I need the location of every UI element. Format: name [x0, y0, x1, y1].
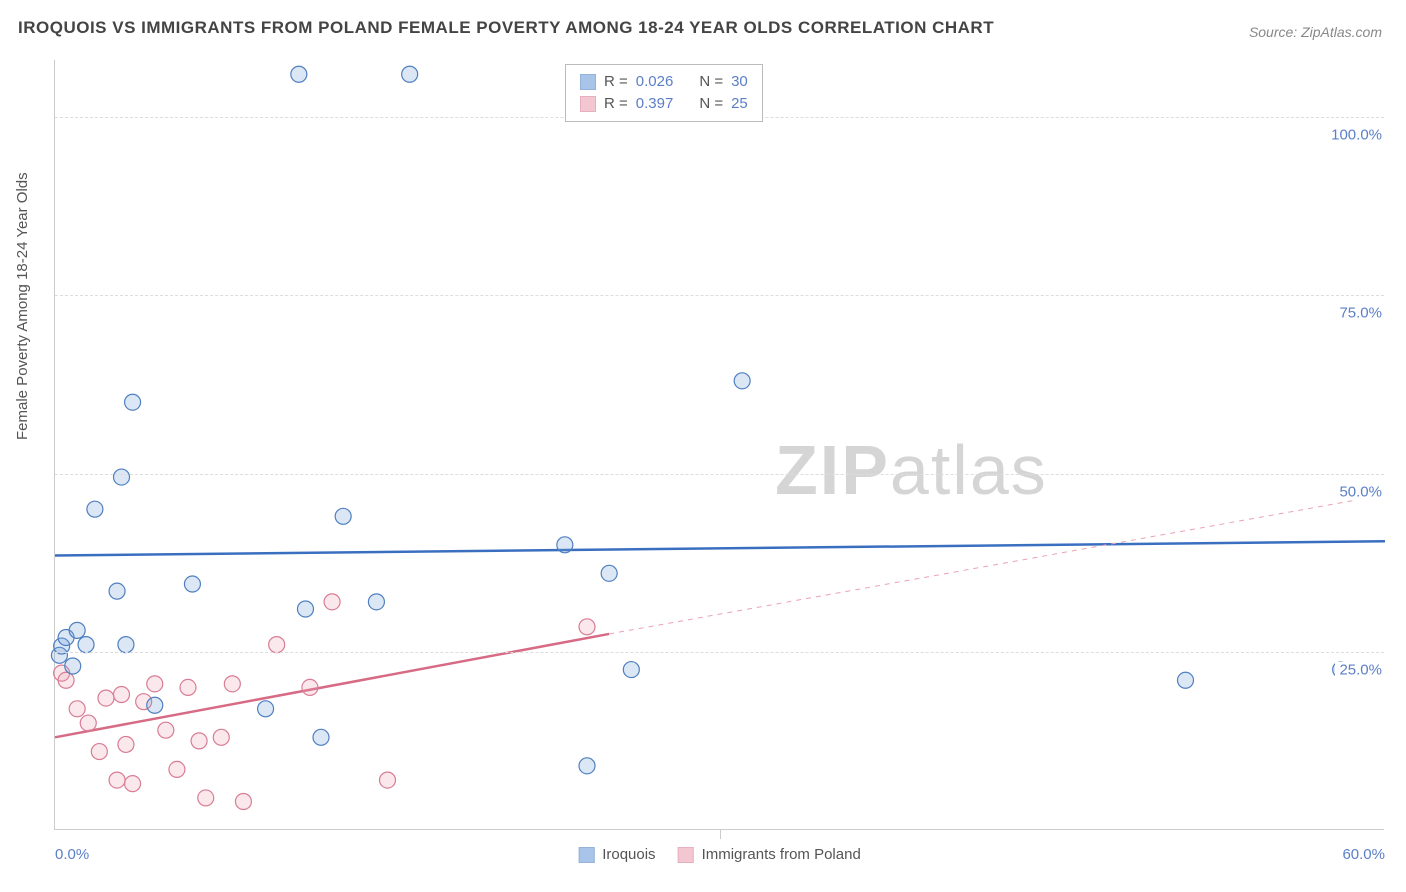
y-tick-label: 50.0%	[1335, 483, 1386, 500]
legend-row-poland: R = 0.397 N = 25	[580, 93, 748, 115]
data-point	[125, 776, 141, 792]
legend-item-poland: Immigrants from Poland	[678, 846, 861, 863]
data-point	[87, 501, 103, 517]
data-point	[313, 729, 329, 745]
data-point	[213, 729, 229, 745]
chart-title: IROQUOIS VS IMMIGRANTS FROM POLAND FEMAL…	[18, 18, 994, 38]
legend-swatch-iroquois	[580, 74, 596, 90]
data-point	[91, 744, 107, 760]
data-point	[169, 761, 185, 777]
data-point	[368, 594, 384, 610]
data-point	[601, 565, 617, 581]
data-point	[158, 722, 174, 738]
data-point	[58, 672, 74, 688]
legend-swatch-poland	[580, 96, 596, 112]
data-point	[184, 576, 200, 592]
data-point	[191, 733, 207, 749]
r-label: R =	[604, 93, 628, 115]
y-axis-label: Female Poverty Among 18-24 Year Olds	[14, 172, 31, 440]
data-point	[114, 469, 130, 485]
legend-label-iroquois: Iroquois	[602, 846, 655, 863]
data-point	[1178, 672, 1194, 688]
regression-line	[55, 634, 609, 737]
legend-swatch-poland-2	[678, 847, 694, 863]
n-label: N =	[699, 71, 723, 93]
data-point	[224, 676, 240, 692]
data-point	[623, 662, 639, 678]
x-tick	[720, 829, 721, 839]
series-legend: Iroquois Immigrants from Poland	[578, 846, 861, 863]
data-point	[291, 66, 307, 82]
data-point	[235, 793, 251, 809]
data-point	[258, 701, 274, 717]
gridline	[55, 295, 1384, 296]
data-point	[180, 679, 196, 695]
data-point	[69, 622, 85, 638]
legend-row-iroquois: R = 0.026 N = 30	[580, 71, 748, 93]
data-point	[269, 637, 285, 653]
source-label: Source: ZipAtlas.com	[1249, 24, 1382, 40]
data-point	[198, 790, 214, 806]
data-point	[109, 772, 125, 788]
y-tick-label: 25.0%	[1335, 661, 1386, 678]
chart-plot-area: ZIPatlas R = 0.026 N = 30 R = 0.397 N = …	[54, 60, 1384, 830]
scatter-svg	[55, 60, 1384, 829]
data-point	[579, 758, 595, 774]
data-point	[380, 772, 396, 788]
n-value-2: 25	[731, 93, 748, 115]
data-point	[302, 679, 318, 695]
r-label: R =	[604, 71, 628, 93]
regression-line	[55, 541, 1385, 555]
data-point	[65, 658, 81, 674]
r-value-1: 0.026	[636, 71, 674, 93]
data-point	[147, 697, 163, 713]
data-point	[402, 66, 418, 82]
gridline	[55, 652, 1384, 653]
data-point	[297, 601, 313, 617]
data-point	[147, 676, 163, 692]
data-point	[125, 394, 141, 410]
legend-label-poland: Immigrants from Poland	[702, 846, 861, 863]
correlation-legend: R = 0.026 N = 30 R = 0.397 N = 25	[565, 64, 763, 122]
data-point	[78, 637, 94, 653]
y-tick-label: 100.0%	[1327, 127, 1386, 144]
data-point	[69, 701, 85, 717]
r-value-2: 0.397	[636, 93, 674, 115]
data-point	[335, 508, 351, 524]
x-tick-label: 60.0%	[1342, 846, 1385, 863]
n-label: N =	[699, 93, 723, 115]
data-point	[98, 690, 114, 706]
data-point	[109, 583, 125, 599]
y-tick-label: 75.0%	[1335, 305, 1386, 322]
gridline	[55, 474, 1384, 475]
data-point	[118, 637, 134, 653]
data-point	[557, 537, 573, 553]
data-point	[734, 373, 750, 389]
n-value-1: 30	[731, 71, 748, 93]
data-point	[114, 687, 130, 703]
legend-item-iroquois: Iroquois	[578, 846, 655, 863]
data-point	[324, 594, 340, 610]
legend-swatch-iroquois-2	[578, 847, 594, 863]
x-tick-label: 0.0%	[55, 846, 89, 863]
data-point	[80, 715, 96, 731]
data-point	[579, 619, 595, 635]
regression-line	[609, 495, 1385, 634]
data-point	[118, 736, 134, 752]
